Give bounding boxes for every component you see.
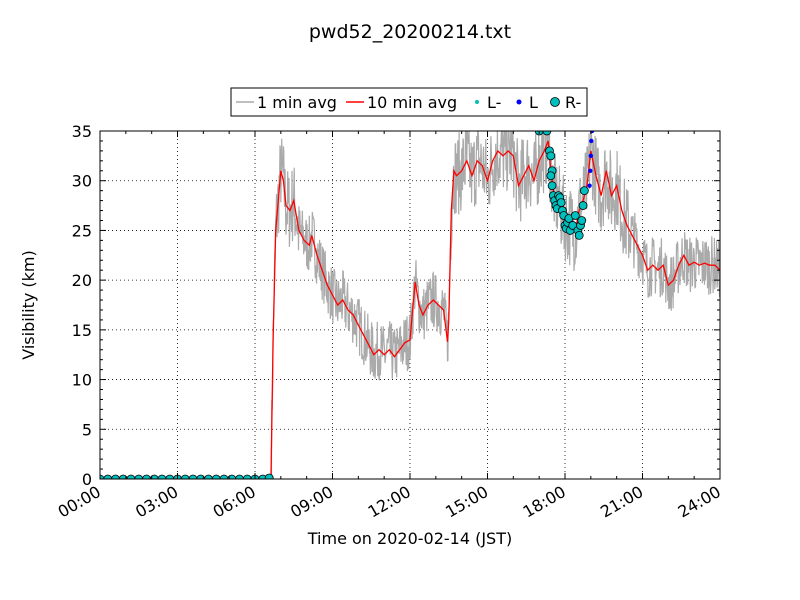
- x-tick-label: 06:00: [210, 482, 259, 522]
- r-minus-point: [142, 474, 151, 479]
- legend-label: 10 min avg: [367, 93, 457, 112]
- r-minus-point: [577, 216, 587, 225]
- r-minus-point: [227, 474, 237, 479]
- y-tick-label: 25: [72, 221, 92, 240]
- x-tick-label: 21:00: [597, 482, 646, 522]
- y-tick-label: 10: [72, 371, 92, 390]
- legend-label: L-: [487, 93, 501, 112]
- x-tick-label: 15:00: [442, 482, 491, 522]
- x-tick-label: 12:00: [365, 482, 414, 522]
- legend-swatch: [475, 100, 479, 104]
- r-minus-point: [180, 474, 190, 479]
- r-minus-point: [556, 198, 566, 207]
- r-minus-point: [264, 473, 274, 479]
- r-minus-point: [570, 211, 580, 220]
- r-minus-point: [211, 474, 221, 479]
- x-axis-label: Time on 2020-02-14 (JST): [307, 529, 512, 548]
- grid: [100, 131, 720, 479]
- x-tick-label: 09:00: [287, 482, 336, 522]
- r-minus-point: [546, 171, 556, 181]
- r-minus-point: [242, 474, 252, 479]
- r-minus-point: [547, 181, 557, 191]
- chart-title: pwd52_20200214.txt: [309, 21, 511, 43]
- x-tick-label: 00:00: [55, 482, 104, 522]
- x-tick-label: 24:00: [675, 482, 724, 522]
- r-minus-point: [574, 230, 584, 240]
- series-10-min-avg: [100, 140, 720, 479]
- l-point: [588, 168, 593, 173]
- r-minus-point: [546, 151, 556, 161]
- r-minus-point: [149, 474, 159, 479]
- legend-box: [230, 87, 588, 117]
- l-point: [589, 138, 594, 144]
- y-tick-label: 5: [82, 420, 92, 439]
- r-minus-point: [188, 474, 198, 479]
- y-tick-label: 20: [72, 271, 92, 290]
- l-point: [588, 153, 594, 159]
- y-tick-label: 30: [72, 172, 92, 191]
- y-axis-label: Visibility (km): [19, 250, 38, 359]
- r-minus-point: [578, 201, 588, 210]
- legend-item: 10 min avg: [346, 93, 457, 112]
- legend-item: L: [516, 93, 538, 112]
- legend-label: R-: [565, 93, 581, 112]
- legend-swatch: [516, 99, 522, 105]
- legend-item: R-: [550, 93, 581, 112]
- r-minus-point: [258, 474, 268, 479]
- x-tick-label: 18:00: [520, 482, 569, 522]
- legend-label: 1 min avg: [257, 93, 337, 112]
- y-tick-label: 35: [72, 122, 92, 141]
- legend: 1 min avg 10 min avg L- L R-: [230, 87, 588, 117]
- y-tick-label: 0: [82, 470, 92, 489]
- series-1-min-avg: [100, 131, 720, 479]
- r-minus-point: [103, 474, 113, 479]
- r-minus-point: [157, 474, 167, 479]
- r-minus-point: [118, 474, 128, 479]
- legend-swatch: [550, 97, 560, 107]
- r-minus-point: [165, 474, 175, 479]
- legend-item: L-: [475, 93, 501, 112]
- r-minus-point: [134, 474, 144, 479]
- r-minus-point: [126, 474, 136, 479]
- r-minus-point: [579, 186, 589, 196]
- y-tick-label: 15: [72, 321, 92, 340]
- r-minus-point: [196, 474, 206, 479]
- r-minus-point: [111, 474, 120, 479]
- x-tick-label: 03:00: [132, 482, 181, 522]
- l-point: [587, 183, 592, 188]
- series-layer: [100, 131, 720, 479]
- r-minus-point: [204, 474, 213, 479]
- r-minus-point: [235, 474, 244, 479]
- legend-item: 1 min avg: [236, 93, 337, 112]
- r-minus-point: [100, 474, 105, 479]
- legend-label: L: [529, 93, 538, 112]
- r-minus-point: [542, 131, 552, 136]
- r-minus-point: [219, 474, 229, 479]
